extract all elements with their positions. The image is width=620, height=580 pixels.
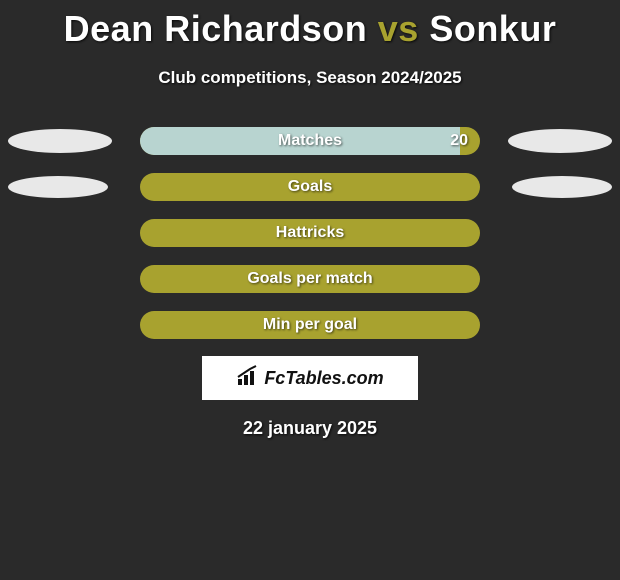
left-marker	[8, 129, 112, 153]
left-marker	[8, 176, 108, 198]
stat-label: Hattricks	[276, 224, 344, 242]
subtitle: Club competitions, Season 2024/2025	[0, 68, 620, 88]
stat-label: Matches	[278, 132, 342, 150]
comparison-chart: Matches 20 Goals Hattricks Goals per match Mi…	[0, 126, 620, 340]
date-line: 22 january 2025	[0, 418, 620, 439]
stat-bar: Goals	[140, 173, 480, 201]
stat-value: 20	[450, 132, 468, 150]
stat-label: Min per goal	[263, 316, 357, 334]
right-marker	[512, 176, 612, 198]
stat-label: Goals per match	[247, 270, 372, 288]
stat-bar: Min per goal	[140, 311, 480, 339]
stat-bar: Goals per match	[140, 265, 480, 293]
title-vs: vs	[378, 8, 419, 49]
stat-row: Hattricks	[0, 218, 620, 248]
right-marker	[508, 129, 612, 153]
page-title: Dean Richardson vs Sonkur	[0, 0, 620, 50]
stat-bar: Matches 20	[140, 127, 480, 155]
stat-row: Goals per match	[0, 264, 620, 294]
stat-row: Min per goal	[0, 310, 620, 340]
stat-row: Matches 20	[0, 126, 620, 156]
title-player1: Dean Richardson	[64, 8, 368, 49]
stat-label: Goals	[288, 178, 332, 196]
title-player2: Sonkur	[429, 8, 556, 49]
logo-box: FcTables.com	[202, 356, 418, 400]
logo-text: FcTables.com	[264, 368, 383, 389]
stat-row: Goals	[0, 172, 620, 202]
chart-icon	[236, 365, 260, 392]
stat-bar: Hattricks	[140, 219, 480, 247]
